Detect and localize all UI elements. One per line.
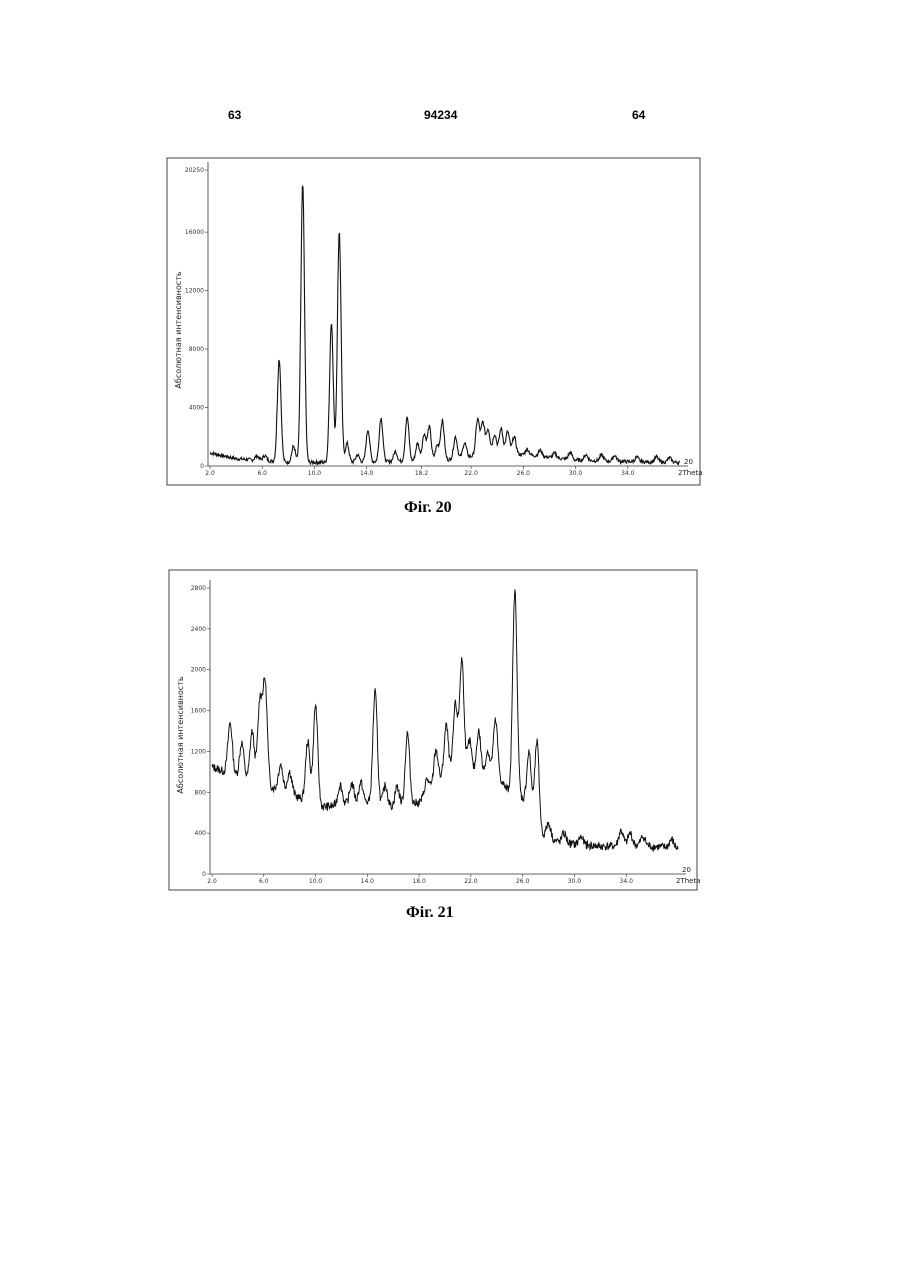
peak-point — [279, 359, 280, 360]
y-tick-label: 400 — [195, 830, 207, 837]
x-tick-label: 10.0 — [308, 470, 322, 477]
y-tick-label: 2400 — [191, 626, 206, 633]
x-tick-label: 14.0 — [361, 878, 375, 885]
x-tick-label: 2.0 — [205, 470, 215, 477]
y-tick-label: 20250 — [185, 167, 204, 174]
x-tick-label: 22.0 — [464, 470, 478, 477]
x-unit-top: 20 — [682, 866, 691, 874]
x-tick-label: 18.2 — [415, 470, 429, 477]
y-tick-label: 2000 — [191, 667, 206, 674]
figure-21-caption: Фіг. 21 — [406, 904, 454, 922]
peak-point — [367, 429, 368, 430]
y-tick-label: 8000 — [189, 346, 204, 353]
peak-point — [302, 184, 303, 185]
y-tick-label: 1200 — [191, 748, 206, 755]
y-axis-label: Абсолютная интенсивность — [174, 271, 183, 388]
page-number-right: 64 — [632, 108, 645, 122]
page-number-left: 63 — [228, 108, 241, 122]
diffraction-series-line — [212, 589, 678, 850]
y-tick-label: 800 — [195, 789, 207, 796]
y-axis-label: Абсолютная интенсивность — [176, 676, 185, 793]
x-unit-label: 2Theta — [678, 469, 703, 477]
x-unit-top: 20 — [684, 458, 693, 466]
x-tick-label: 6.0 — [259, 878, 269, 885]
y-tick-label: 4000 — [189, 405, 204, 412]
plot-frame — [167, 158, 700, 485]
x-tick-label: 14.0 — [360, 470, 374, 477]
y-tick-label: 0 — [202, 871, 206, 878]
x-tick-label: 26.0 — [516, 878, 530, 885]
y-tick-label: 12000 — [185, 288, 204, 295]
x-tick-label: 34.0 — [620, 878, 634, 885]
patent-number: 94234 — [424, 108, 457, 122]
y-tick-label: 0 — [200, 463, 204, 470]
x-tick-label: 30.0 — [569, 470, 583, 477]
x-tick-label: 18.0 — [412, 878, 426, 885]
peak-point — [331, 323, 332, 324]
x-unit-label: 2Theta — [676, 877, 701, 885]
peak-point — [339, 231, 340, 232]
peak-point — [643, 836, 644, 837]
x-tick-label: 26.0 — [517, 470, 531, 477]
x-tick-label: 30.0 — [568, 878, 582, 885]
y-tick-label: 16000 — [185, 229, 204, 236]
figure-20-caption: Фіг. 20 — [404, 499, 452, 517]
x-tick-label: 10.0 — [309, 878, 323, 885]
figure-20-chart: 0 4000 8000 12000 16000 20250 2.0 6.0 10.0 14.0 18… — [0, 140, 901, 490]
diffraction-series-line — [210, 186, 680, 464]
x-tick-label: 6.0 — [257, 470, 267, 477]
y-tick-label: 1600 — [191, 708, 206, 715]
y-tick-label: 2800 — [191, 585, 206, 592]
x-tick-label: 22.0 — [464, 878, 478, 885]
x-tick-label: 2.0 — [207, 878, 217, 885]
figure-21-chart: 0 400 800 1200 1600 2000 2400 2800 2.0 6.0 10.0 14.… — [0, 560, 901, 900]
x-tick-label: 34.0 — [621, 470, 635, 477]
